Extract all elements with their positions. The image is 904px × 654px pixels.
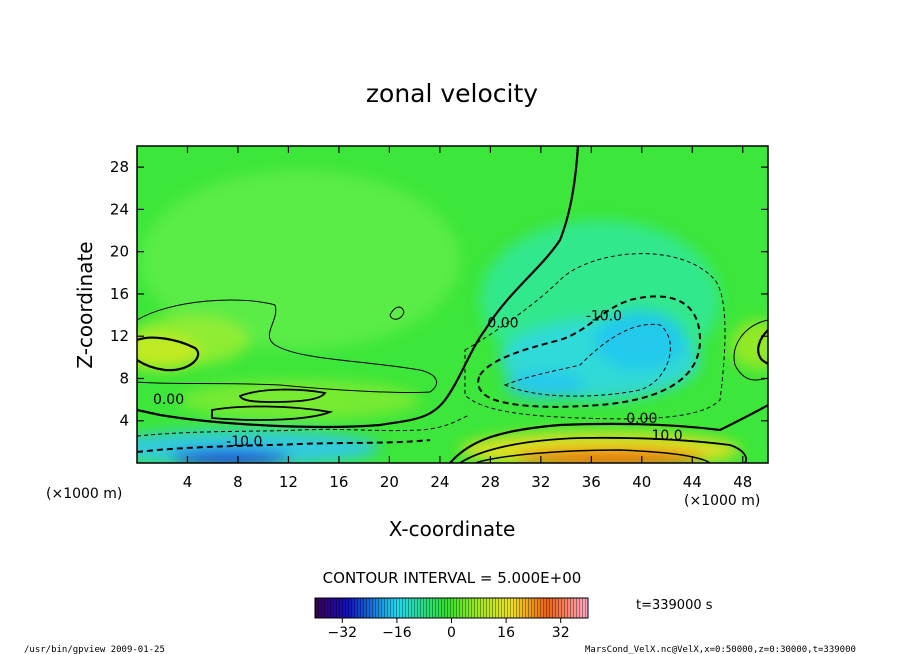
contour-label: 0.00 <box>153 392 184 408</box>
y-tick-label: 8 <box>119 369 129 387</box>
y-tick-label: 12 <box>110 327 129 345</box>
plot-frame <box>136 145 769 464</box>
contour-right-loop <box>733 319 768 381</box>
contour-neg15-core <box>503 323 671 397</box>
y-tick-label: 4 <box>119 412 129 430</box>
colorbar-tick-label: −16 <box>382 625 412 641</box>
field-shading <box>137 170 768 463</box>
contour-lines <box>137 146 768 463</box>
x-tick-label: 36 <box>582 473 601 491</box>
x-unit-left: (×1000 m) <box>46 486 122 502</box>
contour-pos5-blob <box>238 388 327 403</box>
x-tick-label: 8 <box>233 473 243 491</box>
contour-neg10-lower <box>137 439 431 453</box>
contour-right-zero <box>757 329 768 365</box>
y-tick-label: 20 <box>110 243 129 261</box>
contour-pos5-left <box>137 299 438 394</box>
y-tick-label: 24 <box>110 200 129 218</box>
x-tick-label: 48 <box>733 473 752 491</box>
contour-pos5-blob-2 <box>211 405 334 421</box>
contour-neg5-upper <box>464 253 726 420</box>
x-tick-label: 16 <box>329 473 348 491</box>
contour-label: 0.00 <box>626 411 657 427</box>
colorbar-tick-label: 0 <box>447 625 456 641</box>
time-label: t=339000 s <box>636 598 713 613</box>
x-tick-label: 28 <box>481 473 500 491</box>
contour-label: -10.0 <box>226 434 262 450</box>
colorbar-ticks: −32 −16 0 16 32 <box>328 618 570 641</box>
x-unit-right: (×1000 m) <box>684 493 760 509</box>
footer-right: MarsCond_VelX.nc@VelX,x=0:50000,z=0:3000… <box>585 645 856 654</box>
x-tick-label: 44 <box>683 473 702 491</box>
chart-title: zonal velocity <box>366 79 538 108</box>
contour-zero <box>137 146 580 429</box>
y-axis-label: Z-coordinate <box>73 241 97 368</box>
x-tick-label: 12 <box>279 473 298 491</box>
colorbar-tick-label: 16 <box>497 625 515 641</box>
y-axis: 4 8 12 16 20 24 28 <box>110 158 768 430</box>
contour-label: -10.0 <box>586 308 622 324</box>
y-tick-label: 16 <box>110 285 129 303</box>
colorbar-tick-label: 32 <box>552 625 570 641</box>
x-axis-label: X-coordinate <box>389 517 516 541</box>
plot-area <box>137 146 768 463</box>
footer-left: /usr/bin/gpview 2009-01-25 <box>24 645 165 654</box>
x-axis: 4 8 12 16 20 24 28 32 36 40 44 48 <box>183 146 752 491</box>
contour-label: 10.0 <box>651 428 682 444</box>
x-tick-label: 32 <box>531 473 550 491</box>
y-tick-label: 28 <box>110 158 129 176</box>
contour-positive-left <box>137 336 200 372</box>
x-tick-label: 4 <box>183 473 193 491</box>
colorbar-tick-label: −32 <box>328 625 358 641</box>
colorbar-bands <box>315 598 588 618</box>
contour-interval: CONTOUR INTERVAL = 5.000E+00 <box>323 569 582 587</box>
colorbar: −32 −16 0 16 32 <box>314 597 589 641</box>
contour-label: 0.00 <box>487 316 518 332</box>
x-tick-label: 24 <box>430 473 449 491</box>
contour-small-loop <box>389 306 405 320</box>
contour-neg10-upper <box>477 295 702 408</box>
contour-pos10-lower <box>459 436 747 463</box>
contour-zero-lower <box>449 404 768 463</box>
x-tick-label: 20 <box>380 473 399 491</box>
x-tick-label: 40 <box>632 473 651 491</box>
